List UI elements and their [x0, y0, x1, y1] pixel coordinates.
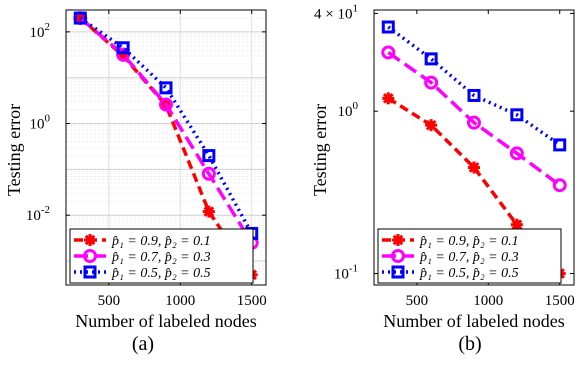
x-tick-label: 1500	[237, 293, 267, 309]
data-point	[467, 115, 481, 130]
legend-marker	[83, 249, 97, 263]
subfigure-caption: (a)	[132, 333, 154, 355]
legend-marker-core	[394, 236, 402, 244]
y-tick-label: 102	[30, 21, 51, 41]
y-tick-label-exponent: -1	[349, 263, 358, 275]
data-point	[381, 20, 395, 34]
data-point-core	[205, 208, 213, 216]
legend-label: p̂₁ = 0.9, p̂₂ = 0.1	[419, 234, 519, 249]
series-2	[381, 20, 567, 152]
series-line	[387, 51, 561, 187]
y-axis-label: Testing error	[310, 104, 330, 196]
series-line	[387, 25, 561, 147]
y-tick-label-exponent: 0	[353, 100, 359, 112]
legend-marker	[391, 249, 405, 263]
axes-box	[65, 9, 267, 286]
y-tick-label-base: 10	[26, 208, 41, 224]
data-point	[510, 108, 524, 122]
y-tick-label-exponent: 0	[45, 113, 51, 125]
legend: p̂₁ = 0.9, p̂₂ = 0.1p̂₁ = 0.7, p̂₂ = 0.3…	[377, 228, 562, 284]
data-point	[424, 75, 439, 90]
x-tick-label: 1000	[165, 293, 195, 309]
y-tick-label-base: 10	[30, 117, 45, 133]
x-axis-label: Number of labeled nodes	[383, 311, 564, 331]
y-axis-label: Testing error	[4, 104, 24, 196]
data-point-core	[513, 221, 521, 229]
data-point	[509, 146, 524, 161]
data-point	[159, 81, 173, 95]
y-tick-label-exponent: -2	[41, 204, 50, 216]
data-point	[201, 166, 216, 181]
legend-label: p̂₁ = 0.9, p̂₂ = 0.1	[111, 234, 211, 249]
data-point	[159, 97, 173, 112]
x-tick-label: 1000	[473, 293, 503, 309]
axes-box	[373, 9, 575, 286]
data-point-core	[427, 121, 435, 129]
data-point	[424, 52, 438, 66]
data-point-core	[470, 163, 478, 171]
legend-label: p̂₁ = 0.5, p̂₂ = 0.5	[111, 266, 211, 281]
data-point	[73, 11, 87, 25]
data-point	[116, 41, 130, 55]
y-tick-label-base: 10	[334, 267, 349, 283]
y-tick-label: 10-1	[334, 263, 358, 283]
legend-label: p̂₁ = 0.5, p̂₂ = 0.5	[419, 266, 519, 281]
x-tick-label: 500	[406, 293, 429, 309]
legend-marker-core	[86, 236, 94, 244]
y-tick-label-exponent: 2	[45, 21, 51, 33]
y-tick-label-base: 10	[338, 104, 353, 120]
x-tick-label: 1500	[545, 293, 575, 309]
chart-1: 500 1000 1500 Number of labeled nodes Testin…	[310, 9, 575, 355]
subfigure-caption: (b)	[458, 333, 481, 355]
legend-label: p̂₁ = 0.7, p̂₂ = 0.3	[111, 250, 211, 265]
series-1	[381, 45, 567, 193]
legend: p̂₁ = 0.9, p̂₂ = 0.1p̂₁ = 0.7, p̂₂ = 0.3…	[69, 228, 254, 284]
data-point	[553, 138, 567, 152]
data-point-core	[384, 94, 392, 102]
x-axis-label: Number of labeled nodes	[75, 311, 256, 331]
y-tick-label: 10-2	[26, 204, 50, 224]
data-point	[381, 45, 396, 60]
data-point	[467, 88, 481, 102]
y-tick-label-exponent: 1	[353, 2, 359, 14]
data-point	[552, 178, 567, 193]
y-tick-label-base: 10	[30, 25, 45, 41]
y-tick-label: 100	[338, 100, 359, 120]
legend-label: p̂₁ = 0.7, p̂₂ = 0.3	[419, 250, 519, 265]
y-tick-label-base: 4 × 10	[314, 6, 352, 22]
series-line	[79, 16, 254, 244]
x-tick-label: 500	[98, 293, 121, 309]
chart-0: 500 1000 1500 Number of labeled nodes Testin…	[4, 9, 267, 355]
legend-marker	[83, 265, 97, 279]
data-point	[202, 149, 216, 163]
y-tick-label: 4 × 101	[314, 2, 358, 22]
y-tick-label: 100	[30, 113, 51, 133]
legend-marker	[391, 265, 405, 279]
